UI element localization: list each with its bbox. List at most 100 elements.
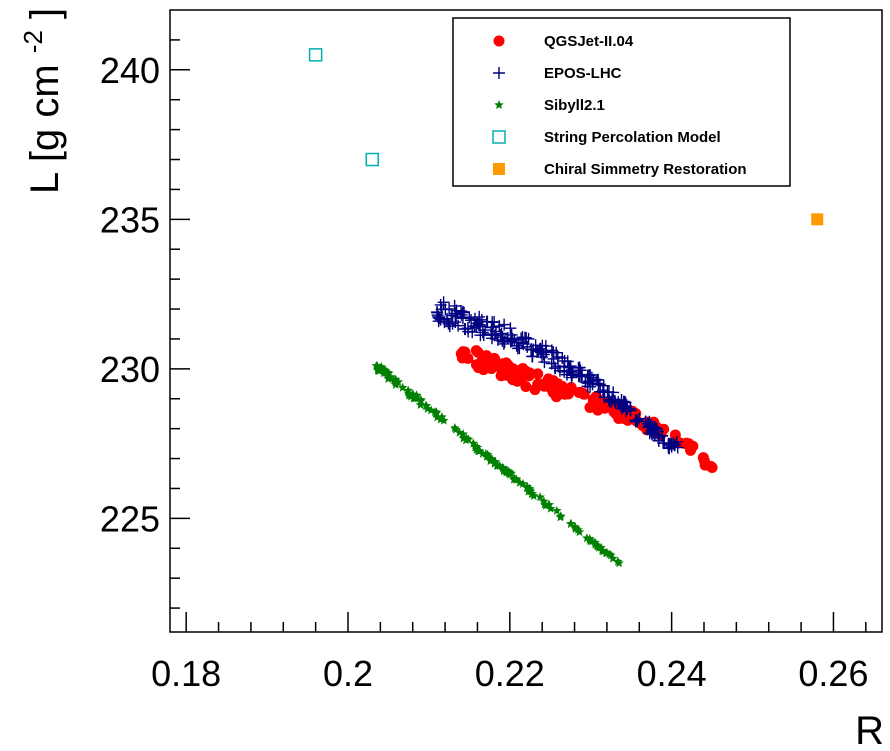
qgsjet-ii-04-point: [472, 346, 484, 358]
sibyll2-1-point: [539, 496, 549, 506]
sibyll2-1-point: [411, 390, 422, 400]
qgsjet-ii-04-point: [479, 357, 491, 369]
y-tick-label: 225: [100, 498, 160, 539]
sibyll2-1-point: [375, 363, 385, 373]
sibyll2-1-point: [481, 451, 492, 461]
qgsjet-ii-04-point: [511, 375, 523, 387]
sibyll2-1-point: [421, 400, 431, 410]
sibyll2-1-point: [613, 556, 623, 566]
epos-lhc-point: [525, 343, 538, 356]
legend-marker-string-percolation-model: [492, 130, 506, 144]
legend-entries: QGSJet-II.04 EPOS-LHC Sibyll2.1 String Perc…: [492, 33, 747, 178]
sibyll2-1-point: [498, 463, 508, 473]
sibyll2-1-point: [461, 435, 471, 445]
qgsjet-ii-04-point: [547, 384, 559, 396]
epos-lhc-point: [668, 439, 681, 452]
qgsjet-ii-04-point: [515, 364, 527, 376]
legend-box: [452, 17, 791, 187]
sibyll2-1-point: [383, 373, 394, 383]
string-percolation-model-point: [365, 152, 380, 167]
sibyll2-1-point: [485, 454, 496, 464]
epos-lhc-point: [456, 305, 469, 318]
chiral-simmetry-restoration-point: [811, 213, 824, 226]
epos-lhc-point: [515, 332, 528, 345]
legend: QGSJet-II.04 EPOS-LHC Sibyll2.1 String Perc…: [452, 17, 791, 187]
qgsjet-ii-04-point: [575, 386, 587, 398]
sibyll2-1-point: [426, 405, 436, 415]
sibyll2-1-point: [454, 427, 465, 437]
sibyll2-1-point: [573, 524, 583, 534]
series-qgsjet-ii-04: [455, 345, 718, 474]
qgsjet-ii-04-point: [532, 368, 544, 380]
epos-lhc-point: [431, 306, 443, 319]
x-tick-label: 0.18: [151, 653, 221, 694]
sibyll2-1-point: [524, 485, 535, 495]
epos-lhc-point: [649, 423, 662, 436]
string-percolation-model-point: [308, 48, 323, 62]
sibyll2-1-point: [468, 438, 479, 448]
sibyll2-1-point: [422, 403, 433, 413]
sibyll2-1-point: [478, 448, 488, 458]
epos-lhc-point: [567, 366, 580, 379]
sibyll2-1-point: [584, 534, 595, 544]
sibyll2-1-point: [590, 537, 600, 547]
sibyll2-1-point: [482, 449, 493, 459]
epos-lhc-point: [463, 311, 476, 324]
sibyll2-1-point: [471, 444, 482, 454]
epos-lhc-point: [504, 322, 517, 335]
legend-label-epos-lhc: EPOS-LHC: [544, 65, 622, 82]
x-tick-label: 0.22: [475, 653, 545, 694]
qgsjet-ii-04-point: [488, 352, 500, 364]
epos-lhc-point: [545, 357, 558, 370]
legend-marker-chiral-simmetry-restoration: [493, 163, 505, 175]
epos-lhc-point: [601, 385, 614, 398]
legend-label-sibyll2-1: Sibyll2.1: [544, 97, 605, 114]
epos-lhc-point: [587, 373, 600, 386]
epos-lhc-point: [629, 414, 642, 427]
sibyll2-1-point: [566, 518, 576, 528]
epos-lhc-point: [538, 356, 551, 369]
y-axis-title-close: ]: [23, 8, 67, 19]
sibyll2-1-point: [528, 490, 539, 501]
epos-lhc-point: [441, 315, 454, 328]
epos-lhc-point: [458, 322, 471, 335]
x-axis-title: R: [855, 709, 884, 751]
qgsjet-ii-04-point: [520, 381, 532, 393]
sibyll2-1-point: [587, 536, 597, 546]
epos-lhc-point: [575, 370, 588, 383]
sibyll2-1-point: [437, 412, 447, 422]
sibyll2-1-point: [518, 478, 528, 488]
x-tick-label: 0.2: [323, 653, 373, 694]
sibyll2-1-point: [378, 364, 388, 374]
sibyll2-1-point: [432, 412, 442, 422]
legend-label-chiral-simmetry-restoration: Chiral Simmetry Restoration: [544, 161, 747, 178]
epos-lhc-point: [476, 326, 489, 339]
epos-lhc-point: [496, 331, 509, 344]
epos-lhc-point: [547, 346, 560, 359]
sibyll2-1-point: [458, 433, 469, 443]
sibyll2-1-point: [407, 389, 418, 399]
sibyll2-1-point: [371, 360, 382, 370]
data-points: [308, 48, 824, 568]
epos-lhc-point: [486, 316, 499, 329]
series-sibyll2-1: [371, 360, 624, 568]
epos-lhc-point: [434, 313, 447, 326]
epos-lhc-point: [505, 333, 518, 346]
sibyll2-1-point: [490, 456, 501, 466]
epos-lhc-point: [443, 302, 456, 315]
legend-marker-qgsjet-ii-04: [493, 35, 505, 47]
sibyll2-1-point: [552, 505, 562, 515]
qgsjet-ii-04-point: [706, 462, 718, 474]
sibyll2-1-point: [430, 407, 440, 417]
y-tick-label: 235: [100, 199, 160, 240]
series-epos-lhc: [431, 296, 684, 455]
series-string-percolation-model: [308, 48, 380, 167]
sibyll2-1-point: [439, 415, 449, 425]
x-tick-label: 0.26: [798, 653, 868, 694]
y-axis-title-superscript: -2: [18, 30, 48, 53]
y-axis-title: L [g cm -2 ]: [7, 8, 67, 194]
qgsjet-ii-04-point: [529, 384, 541, 396]
epos-lhc-point: [652, 432, 665, 445]
sibyll2-1-point: [381, 367, 391, 377]
